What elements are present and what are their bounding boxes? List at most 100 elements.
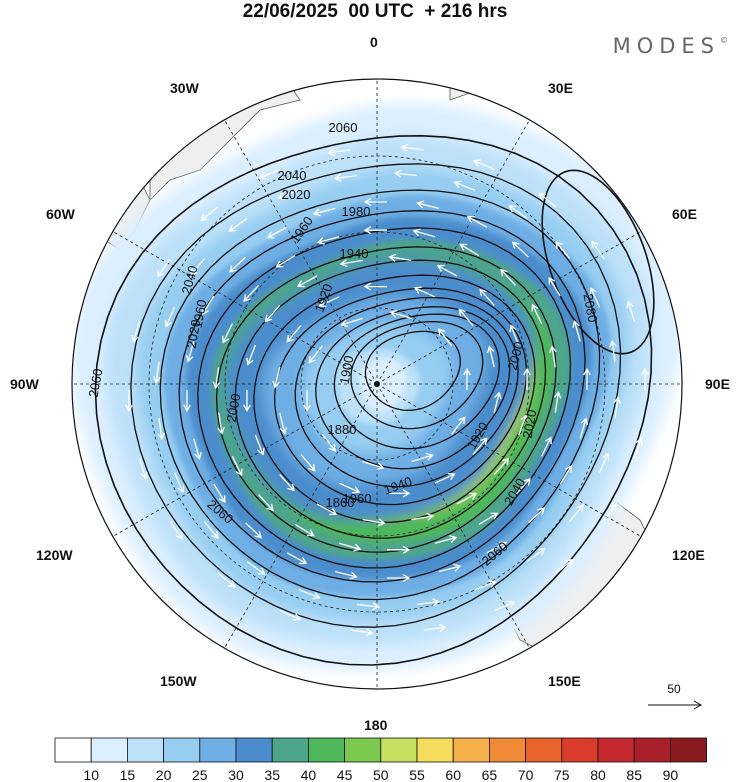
contour-label-group: 2000 [224,392,244,423]
wind-arrow [459,243,480,257]
contour-label-group: 2020 [520,408,540,439]
wind-arrow [217,572,236,588]
wind-arrow [458,308,474,326]
colorbar-tick-label: 30 [228,767,244,782]
wind-arrow [222,323,233,344]
wind-arrow [157,258,171,278]
contour-label: 1960 [343,491,372,506]
wind-arrow [472,437,488,455]
wind-arrow [363,282,387,291]
lon-label-30e: 30E [548,80,573,96]
wind-arrow [451,416,466,435]
colorbar-tick-label: 60 [445,767,461,782]
height-contour-9 [294,296,519,488]
lon-label-150e: 150E [548,673,581,689]
wind-arrow [423,623,447,632]
meridian-4 [376,383,642,537]
wind-arrow [400,143,424,152]
meridian-7 [224,383,378,649]
colorbar-tick-label: 40 [301,767,317,782]
wind-arrow [266,226,288,239]
wind-arrow [438,328,453,347]
wind-arrow [559,465,572,485]
wind-arrow [549,345,557,368]
wind-arrow [411,452,434,463]
wind-arrow [387,489,411,498]
brand-text: MODES [612,34,720,58]
wind-arrow [548,277,561,297]
colorbar-tick-label: 50 [373,767,389,782]
lon-label-60w: 60W [46,206,75,222]
wind-arrow [609,340,617,362]
wind-arrow [613,396,622,419]
wind-arrow [190,257,206,276]
wind-arrow [515,478,531,496]
wind-arrow [217,412,225,435]
lon-label-180: 180 [364,717,388,733]
meridian-8 [112,383,378,537]
wind-arrow [388,253,412,262]
colorbar-swatch [670,737,708,763]
height-contour-2 [159,189,601,601]
contour-label: 1880 [328,422,357,437]
wind-arrow [555,558,574,574]
contour-label-group: 1860 [326,495,355,510]
colorbar-tick-label: 80 [590,767,606,782]
contour-label: 2040 [278,168,307,183]
wind-speed-shading [72,102,682,671]
contour-label-group: 2020 [184,318,204,349]
height-contour-5 [215,246,557,553]
wind-arrow [243,390,251,412]
wind-arrow [626,300,636,322]
core-band-15 [360,357,407,412]
wind-arrow [321,433,336,452]
wind-arrow [243,284,259,302]
colorbar-swatch [235,737,273,763]
wind-arrow [275,255,296,268]
contour-label: 2060 [86,367,106,398]
wind-arrow [316,236,340,245]
wind-arrow [286,552,308,565]
colorbar-tick-label: 25 [192,767,208,782]
height-contour-10 [315,306,511,470]
wind-arrow [473,159,495,170]
wind-arrow [185,341,195,363]
wind-arrow [164,307,176,328]
wind-arrow [416,200,439,210]
contour-label: 1940 [340,246,369,261]
contour-label-group: 2060 [86,367,106,398]
contour-label: 1860 [326,495,355,510]
height-contour-6 [234,259,547,539]
wind-arrow [245,522,263,539]
meridian-11 [224,119,378,385]
wind-arrow [572,320,581,342]
height-contour-4 [197,227,572,569]
wind-arrow [152,361,161,384]
wind-arrow [312,207,336,217]
pole-marker [374,381,380,387]
contour-label-group: 2040 [179,264,201,296]
wind-arrow [246,560,266,575]
wind-arrow [603,502,617,522]
wind-arrow [479,288,495,306]
height-contour-8 [274,287,528,506]
wind-arrow [202,295,215,315]
colorbar-tick-label: 90 [663,767,679,782]
wind-arrow [509,324,520,346]
wind-arrow [340,317,363,328]
wind-arrow [279,412,288,435]
colorbar-swatch [561,737,599,763]
wind-vectors [125,143,649,637]
height-contour-11 [333,313,500,450]
contour-label-group: 1980 [342,204,371,219]
reference-vector-label: 50 [667,682,681,696]
contour-label-group: 1960 [343,491,372,506]
contour-label: 2020 [184,318,204,349]
wind-arrow [508,205,528,220]
contour-label-group: 1940 [340,246,369,261]
wind-arrow [279,474,295,492]
contour-label: 1900 [337,354,357,385]
colorbar-swatch [525,737,563,763]
wind-arrow [553,391,562,413]
